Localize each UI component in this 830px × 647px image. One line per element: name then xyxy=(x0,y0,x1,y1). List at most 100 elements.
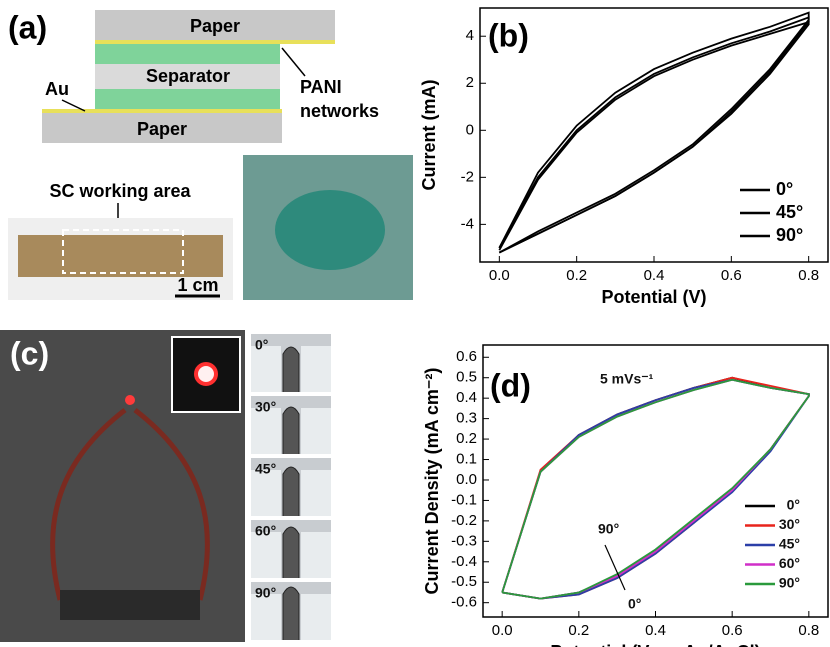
y-tick-label: 0.4 xyxy=(456,389,477,406)
y-tick-label: 0.0 xyxy=(456,471,477,488)
y-axis-label: Current (mA) xyxy=(419,79,439,190)
device-strip xyxy=(18,235,223,277)
panel-label: (d) xyxy=(490,367,531,403)
panel-label: (c) xyxy=(10,335,49,371)
fixture xyxy=(251,470,281,516)
x-tick-label: 0.4 xyxy=(644,267,665,284)
fixture xyxy=(301,594,331,640)
y-tick-label: 0.1 xyxy=(456,450,477,467)
series-line xyxy=(498,20,810,254)
panel-label: (b) xyxy=(488,17,529,53)
panel-a: (a) Paper Separator Paper Au PANI networ… xyxy=(8,9,413,300)
paper-layer xyxy=(42,113,282,143)
x-tick-label: 0.6 xyxy=(721,267,742,284)
fixture xyxy=(251,594,281,640)
label: 1 cm xyxy=(177,275,218,295)
label: Separator xyxy=(146,66,230,86)
au-layer xyxy=(95,40,335,44)
fixture xyxy=(301,532,331,578)
pani-layer xyxy=(95,44,280,64)
series-line xyxy=(501,378,810,600)
legend-label: 90° xyxy=(779,575,800,591)
y-tick-label: -2 xyxy=(461,168,474,185)
legend-label: 0° xyxy=(776,179,793,199)
series-line xyxy=(498,11,810,254)
pani-layer xyxy=(95,89,280,109)
x-tick-label: 0.0 xyxy=(492,622,513,639)
y-tick-label: -0.3 xyxy=(451,532,477,549)
series-line xyxy=(498,16,810,254)
annotation: 90° xyxy=(598,521,619,537)
label: networks xyxy=(300,101,379,121)
y-axis-label: Current Density (mA cm⁻²) xyxy=(422,368,442,595)
legend-label: 30° xyxy=(779,516,800,532)
angle-label: 45° xyxy=(255,461,276,477)
led xyxy=(194,362,218,386)
y-tick-label: 0.2 xyxy=(456,430,477,447)
fixture xyxy=(251,346,281,392)
y-tick-label: -0.6 xyxy=(451,594,477,611)
angle-label: 60° xyxy=(255,523,276,539)
x-axis-label: Potential (V) xyxy=(601,287,706,307)
label: Paper xyxy=(137,119,187,139)
arrow xyxy=(604,544,626,591)
angle-label: 90° xyxy=(255,585,276,601)
fixture xyxy=(301,408,331,454)
panel-c: (c) xyxy=(0,330,245,642)
x-tick-label: 0.2 xyxy=(568,622,589,639)
device xyxy=(282,346,300,392)
label: Paper xyxy=(190,16,240,36)
label: PANI xyxy=(300,77,342,97)
x-tick-label: 0.4 xyxy=(645,622,666,639)
series-line xyxy=(501,378,810,600)
paper-layer xyxy=(95,10,335,40)
x-tick-label: 0.8 xyxy=(798,622,819,639)
x-tick-label: 0.0 xyxy=(489,267,510,284)
x-tick-label: 0.2 xyxy=(566,267,587,284)
x-axis-label: Potential (V vs. Ag/AgCl) xyxy=(550,642,760,647)
angle-label: 30° xyxy=(255,399,276,415)
device xyxy=(60,590,200,620)
annotation: 0° xyxy=(628,596,641,612)
y-tick-label: 0.6 xyxy=(456,348,477,365)
arrow xyxy=(61,99,86,112)
y-tick-label: -0.5 xyxy=(451,573,477,590)
device xyxy=(282,466,300,516)
y-tick-label: -0.4 xyxy=(451,553,477,570)
wire xyxy=(50,408,210,601)
device xyxy=(282,586,300,640)
label: Au xyxy=(45,79,69,99)
led xyxy=(125,395,135,405)
legend-label: 90° xyxy=(776,225,803,245)
annotation: 5 mVs⁻¹ xyxy=(600,371,654,387)
separator-layer xyxy=(95,64,280,89)
legend-label: 60° xyxy=(779,555,800,571)
x-tick-label: 0.6 xyxy=(722,622,743,639)
angle-label: 0° xyxy=(255,337,268,353)
y-tick-label: 2 xyxy=(466,74,474,91)
series-line xyxy=(501,378,810,600)
legend-label: 0° xyxy=(787,497,800,513)
y-tick-label: -0.2 xyxy=(451,512,477,529)
device xyxy=(282,526,300,578)
legend-label: 45° xyxy=(776,202,803,222)
y-tick-label: -4 xyxy=(461,215,474,232)
fixture xyxy=(301,470,331,516)
legend-label: 45° xyxy=(779,536,800,552)
fixture xyxy=(251,408,281,454)
y-tick-label: -0.1 xyxy=(451,491,477,508)
device xyxy=(282,406,300,454)
glove xyxy=(275,190,385,270)
y-tick-label: 0.3 xyxy=(456,410,477,427)
y-tick-label: 0.5 xyxy=(456,369,477,386)
au-layer xyxy=(42,109,282,113)
arrow xyxy=(281,47,306,77)
fixture xyxy=(251,532,281,578)
label: SC working area xyxy=(49,181,191,201)
working-area-box xyxy=(62,229,184,274)
plot-frame xyxy=(482,344,829,618)
x-tick-label: 0.8 xyxy=(798,267,819,284)
y-tick-label: 0 xyxy=(466,121,474,138)
panel-label: (a) xyxy=(8,9,47,45)
